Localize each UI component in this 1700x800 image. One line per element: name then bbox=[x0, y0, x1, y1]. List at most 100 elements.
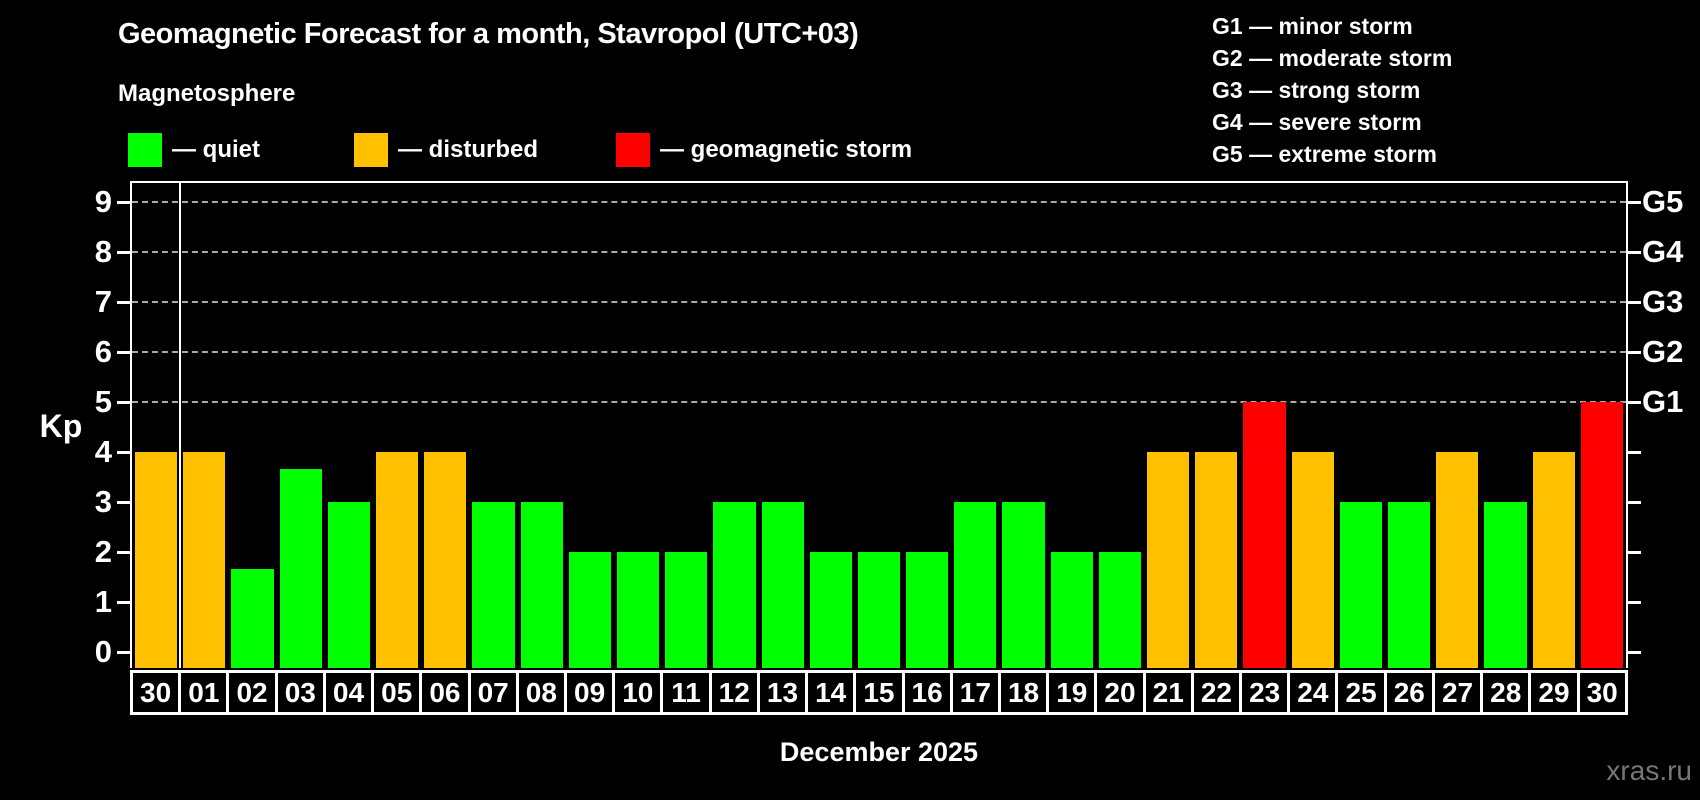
x-axis-title: December 2025 bbox=[779, 737, 979, 767]
day-label-1-01: 01 bbox=[181, 673, 230, 712]
watermark-link[interactable]: xras.ru bbox=[1606, 755, 1692, 786]
storm-legend-label: — geomagnetic storm bbox=[660, 136, 913, 163]
day-label-14-14: 14 bbox=[808, 673, 857, 712]
day-label-26-26: 26 bbox=[1387, 673, 1435, 712]
left-tick-0 bbox=[117, 651, 132, 654]
left-tick-5 bbox=[117, 401, 132, 404]
quiet-color-swatch bbox=[128, 133, 162, 167]
right-tick-5 bbox=[1626, 401, 1641, 404]
y-tick-label-7: 7 bbox=[94, 284, 112, 319]
magnetosphere-label: Magnetosphere bbox=[118, 80, 296, 107]
y-tick-label-6: 6 bbox=[94, 334, 112, 369]
x-axis-day-row: 30 01 02 03 04 05 06 07 08 09 10 11 12 13 14 15 16 17 18 19… bbox=[130, 670, 1628, 715]
disturbed-legend-label: — disturbed bbox=[398, 136, 539, 163]
day-label-27-27: 27 bbox=[1435, 673, 1484, 712]
day-label-25-25: 25 bbox=[1338, 673, 1387, 712]
quiet-legend-label: — quiet bbox=[172, 136, 260, 163]
left-tick-4 bbox=[117, 451, 132, 454]
gridline-kp5 bbox=[132, 401, 1626, 403]
y-tick-label-9: 9 bbox=[94, 184, 112, 219]
right-tick-2 bbox=[1626, 551, 1641, 554]
gridline-kp6 bbox=[132, 351, 1626, 353]
g-scale-legend: G1 — minor storm G2 — moderate storm G3 … bbox=[1212, 10, 1452, 170]
bar-day-07 bbox=[472, 502, 515, 668]
bar-day-16 bbox=[906, 552, 949, 668]
disturbed-color-swatch bbox=[354, 133, 388, 167]
bar-day-09 bbox=[568, 552, 611, 668]
right-tick-9 bbox=[1626, 201, 1641, 204]
bar-day-26 bbox=[1388, 502, 1431, 668]
day-label-12-12: 12 bbox=[712, 673, 760, 712]
right-tick-0 bbox=[1626, 651, 1641, 654]
g5-legend-line: G5 — extreme storm bbox=[1212, 141, 1437, 167]
right-tick-8 bbox=[1626, 251, 1641, 254]
day-label-23-23: 23 bbox=[1242, 673, 1291, 712]
day-label-3-03: 03 bbox=[278, 673, 326, 712]
bar-day-29 bbox=[1532, 452, 1575, 668]
gridline-kp7 bbox=[132, 301, 1626, 303]
bar-day-28 bbox=[1484, 502, 1527, 668]
bar-day-06 bbox=[424, 452, 467, 668]
bar-day-04 bbox=[327, 502, 370, 668]
left-tick-7 bbox=[117, 301, 132, 304]
day-label-22-22: 22 bbox=[1194, 673, 1243, 712]
page-title: Geomagnetic Forecast for a month, Stavro… bbox=[118, 18, 859, 50]
bar-day-21 bbox=[1147, 452, 1190, 668]
day-label-6-06: 06 bbox=[422, 673, 471, 712]
day-label-7-07: 07 bbox=[471, 673, 519, 712]
day-label-13-13: 13 bbox=[760, 673, 809, 712]
bar-day-18 bbox=[1002, 502, 1045, 668]
day-label-21-21: 21 bbox=[1146, 673, 1194, 712]
day-label-17-17: 17 bbox=[953, 673, 1001, 712]
left-tick-8 bbox=[117, 251, 132, 254]
day-label-28-28: 28 bbox=[1483, 673, 1532, 712]
day-label-30-30: 30 bbox=[1586, 676, 1618, 708]
left-tick-9 bbox=[117, 201, 132, 204]
day-label-11-11: 11 bbox=[663, 673, 712, 712]
bar-day-17 bbox=[954, 502, 997, 668]
bar-day-03 bbox=[279, 468, 322, 668]
bar-day-30 bbox=[1580, 402, 1623, 668]
left-tick-2 bbox=[117, 551, 132, 554]
left-tick-6 bbox=[117, 351, 132, 354]
day-label-5-05: 05 bbox=[374, 673, 423, 712]
y-tick-label-5: 5 bbox=[94, 384, 112, 419]
right-tick-1 bbox=[1626, 601, 1641, 604]
g2-legend-line: G2 — moderate storm bbox=[1212, 45, 1453, 71]
day-label-18-18: 18 bbox=[1001, 673, 1050, 712]
bar-day-02 bbox=[231, 568, 274, 668]
day-label-4-04: 04 bbox=[326, 673, 375, 712]
plot-area bbox=[130, 181, 1628, 668]
bar-day-08 bbox=[520, 502, 563, 668]
day-label-15-15: 15 bbox=[856, 673, 905, 712]
bar-day-30 bbox=[135, 452, 178, 668]
gridline-kp8 bbox=[132, 251, 1626, 253]
y-tick-label-4: 4 bbox=[94, 434, 112, 469]
bar-day-05 bbox=[375, 452, 419, 668]
bar-day-25 bbox=[1339, 502, 1383, 668]
right-axis-label-G3: G3 bbox=[1642, 284, 1684, 319]
bar-day-10 bbox=[616, 552, 660, 668]
right-tick-3 bbox=[1626, 501, 1641, 504]
right-axis-label-G1: G1 bbox=[1642, 384, 1684, 419]
bar-day-01 bbox=[183, 452, 226, 668]
bar-day-13 bbox=[761, 502, 804, 668]
bar-day-15 bbox=[857, 552, 901, 668]
bar-day-14 bbox=[809, 552, 852, 668]
y-tick-label-0: 0 bbox=[94, 634, 112, 669]
day-label-19-19: 19 bbox=[1049, 673, 1098, 712]
right-tick-7 bbox=[1626, 301, 1641, 304]
gridline-kp9 bbox=[132, 201, 1626, 203]
bar-day-24 bbox=[1291, 452, 1334, 668]
y-tick-label-1: 1 bbox=[94, 584, 112, 619]
day-label-29-29: 29 bbox=[1531, 673, 1580, 712]
g4-legend-line: G4 — severe storm bbox=[1212, 109, 1422, 135]
left-tick-1 bbox=[117, 601, 132, 604]
day-label-0-30: 30 bbox=[133, 673, 182, 712]
y-tick-label-3: 3 bbox=[94, 484, 112, 519]
storm-color-swatch bbox=[616, 133, 650, 167]
right-axis-label-G4: G4 bbox=[1642, 234, 1684, 269]
right-axis-label-G2: G2 bbox=[1642, 334, 1684, 369]
left-tick-3 bbox=[117, 501, 132, 504]
bar-day-12 bbox=[713, 502, 756, 668]
